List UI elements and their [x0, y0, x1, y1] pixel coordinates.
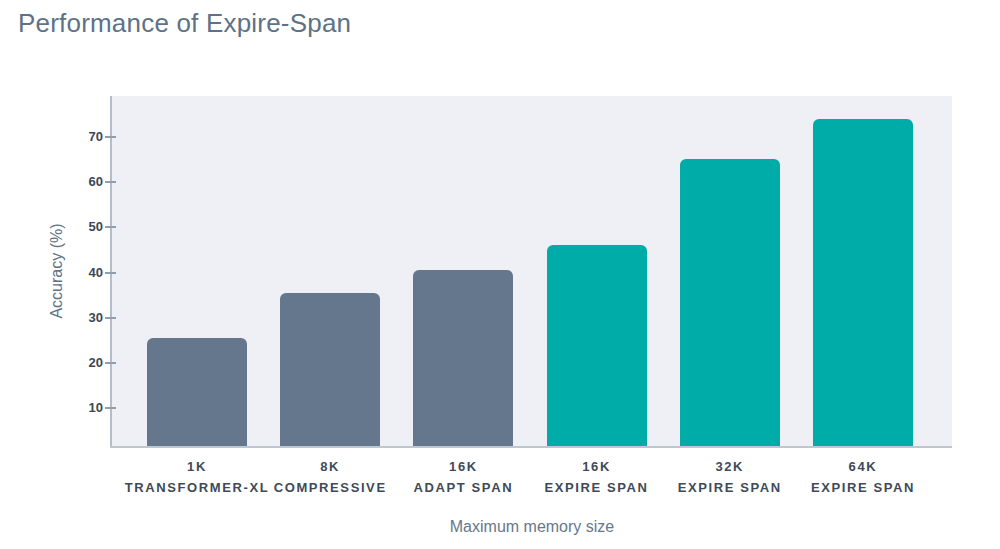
bar-32k-expire-span: [680, 159, 780, 446]
category-memory-size: 16K: [413, 456, 513, 477]
page-title: Performance of Expire-Span: [18, 8, 351, 39]
category-memory-size: 1K: [147, 456, 247, 477]
y-tick-label: 50: [59, 219, 103, 235]
bar-8k-compressive: [280, 293, 380, 446]
category-model-name: EXPIRE SPAN: [813, 477, 913, 498]
y-tick-mark: [105, 362, 116, 364]
y-tick-mark: [105, 272, 116, 274]
category-label: 16KEXPIRE SPAN: [547, 456, 647, 498]
category-label: 64KEXPIRE SPAN: [813, 456, 913, 498]
y-tick-mark: [105, 226, 116, 228]
category-model-name: TRANSFORMER-XL: [147, 477, 247, 498]
category-memory-size: 64K: [813, 456, 913, 477]
y-tick-label: 70: [59, 129, 103, 145]
y-tick-mark: [105, 136, 116, 138]
bar-64k-expire-span: [813, 119, 913, 446]
y-tick-label: 60: [59, 174, 103, 190]
y-tick-label: 40: [59, 265, 103, 281]
y-tick-mark: [105, 407, 116, 409]
x-category-labels: 1KTRANSFORMER-XL8KCOMPRESSIVE16KADAPT SP…: [112, 456, 952, 498]
category-label: 8KCOMPRESSIVE: [280, 456, 380, 498]
plot-area: 1KTRANSFORMER-XL8KCOMPRESSIVE16KADAPT SP…: [112, 96, 952, 446]
x-axis-line: [110, 446, 952, 448]
y-tick-label: 10: [59, 400, 103, 416]
y-tick-label: 20: [59, 355, 103, 371]
y-tick-label: 30: [59, 310, 103, 326]
category-memory-size: 16K: [547, 456, 647, 477]
category-label: 32KEXPIRE SPAN: [680, 456, 780, 498]
category-model-name: EXPIRE SPAN: [680, 477, 780, 498]
y-tick-mark: [105, 181, 116, 183]
category-memory-size: 8K: [280, 456, 380, 477]
bar-16k-adapt-span: [413, 270, 513, 446]
bar-16k-expire-span: [547, 245, 647, 446]
bar-1k-transformer-xl: [147, 338, 247, 446]
category-model-name: ADAPT SPAN: [413, 477, 513, 498]
category-label: 16KADAPT SPAN: [413, 456, 513, 498]
category-label: 1KTRANSFORMER-XL: [147, 456, 247, 498]
y-tick-mark: [105, 317, 116, 319]
category-memory-size: 32K: [680, 456, 780, 477]
chart: Performance of Expire-Span Accuracy (%) …: [0, 0, 1000, 549]
category-model-name: COMPRESSIVE: [280, 477, 380, 498]
category-model-name: EXPIRE SPAN: [547, 477, 647, 498]
x-axis-label: Maximum memory size: [450, 518, 614, 536]
bars-row: [112, 96, 952, 446]
